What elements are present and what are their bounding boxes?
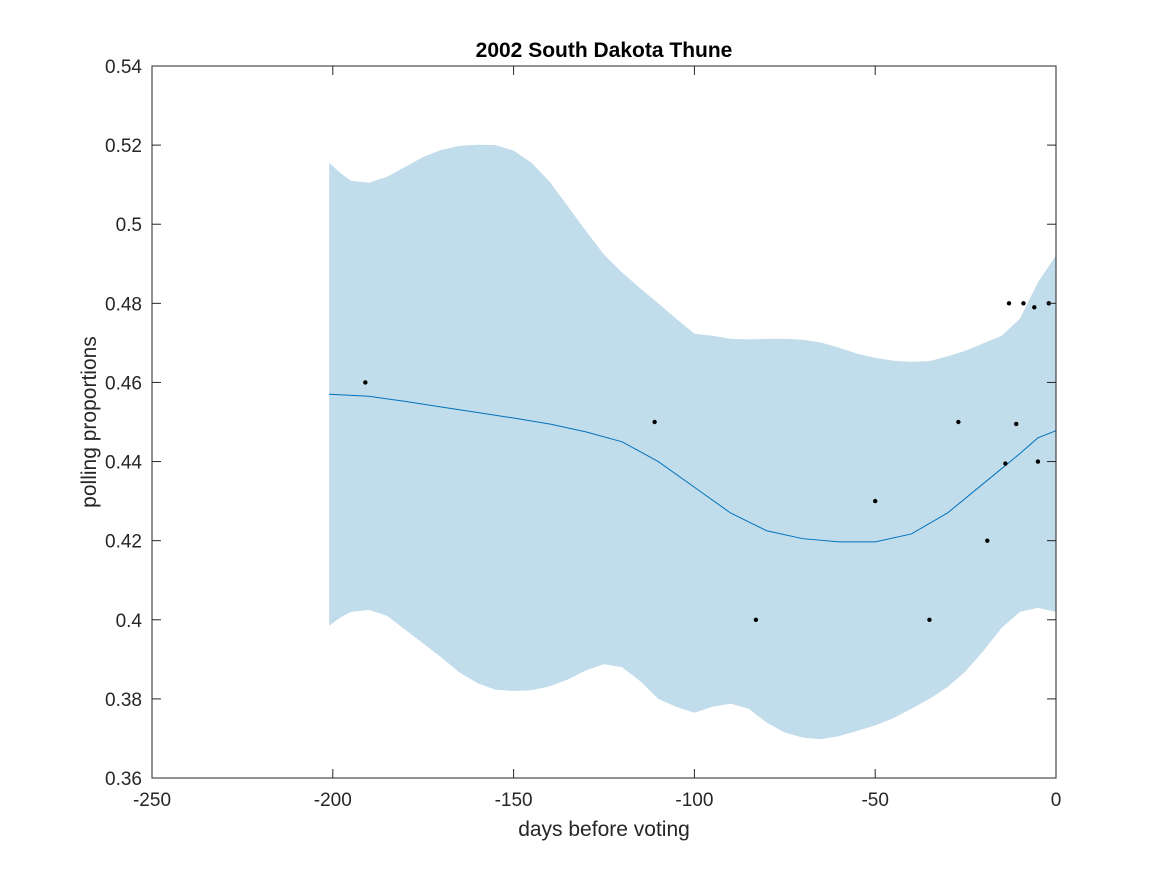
- x-tick-label: -100: [675, 790, 713, 811]
- y-tick-label: 0.46: [105, 373, 142, 394]
- poll-point: [985, 538, 990, 543]
- poll-point: [1003, 461, 1008, 466]
- y-tick-label: 0.48: [105, 294, 142, 315]
- y-tick-label: 0.44: [105, 453, 142, 474]
- y-axis-label: polling proportions: [78, 336, 101, 508]
- y-tick-label: 0.4: [116, 611, 143, 632]
- axes-box: [151, 65, 1057, 779]
- poll-point: [956, 419, 961, 425]
- poll-point: [363, 380, 368, 385]
- poll-point: [1021, 301, 1026, 306]
- y-tick-label: 0.38: [105, 690, 142, 711]
- poll-point: [1032, 305, 1037, 310]
- x-tick-label: -250: [133, 790, 171, 811]
- y-tick-label: 0.5: [116, 215, 142, 236]
- x-axis-label: days before voting: [518, 818, 690, 841]
- poll-point: [1014, 421, 1019, 427]
- y-tick-label: 0.52: [105, 136, 142, 157]
- x-tick-label: -50: [861, 790, 888, 811]
- x-tick-label: 0: [1051, 790, 1062, 811]
- x-tick-label: -150: [495, 790, 533, 811]
- confidence-band: [329, 144, 1056, 740]
- poll-point: [753, 617, 759, 622]
- poll-point: [652, 419, 657, 425]
- poll-point: [927, 617, 932, 622]
- y-tick-label: 0.36: [105, 769, 142, 790]
- y-tick-label: 0.54: [105, 57, 142, 78]
- poll-point: [1006, 301, 1012, 306]
- poll-point: [873, 498, 878, 504]
- y-tick-label: 0.42: [105, 532, 142, 553]
- axis-ticks: -250 -200 -150 -100 -50 0 0.36 0.38 0.4 0.42 0.44 0…: [105, 57, 1061, 811]
- plot-area: [329, 144, 1057, 740]
- chart-title: 2002 South Dakota Thune: [476, 39, 733, 62]
- x-tick-label: -200: [314, 790, 352, 811]
- trend-line: [329, 393, 1057, 543]
- poll-point: [1035, 459, 1041, 464]
